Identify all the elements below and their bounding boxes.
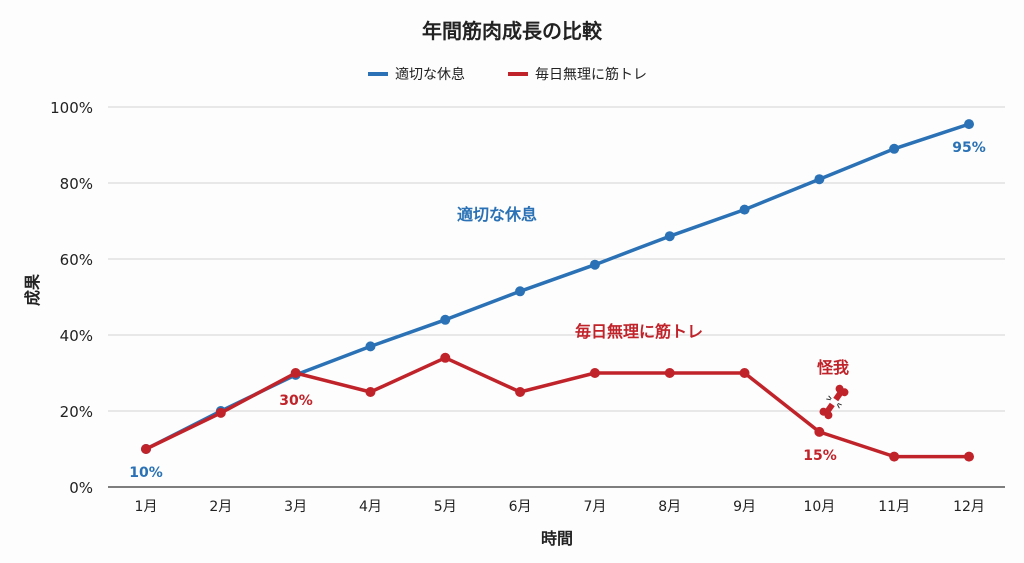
data-point <box>889 143 900 154</box>
series-line-0 <box>145 122 970 451</box>
data-point <box>365 387 376 397</box>
data-point <box>440 352 451 363</box>
data-point <box>889 451 900 462</box>
crack-mark <box>826 398 831 401</box>
broken-bone-icon <box>819 384 849 420</box>
data-point <box>964 451 974 462</box>
x-tick-label: 11月 <box>878 499 910 515</box>
x-tick-label: 4月 <box>359 499 382 515</box>
data-point <box>215 407 226 418</box>
data-point <box>290 368 301 378</box>
y-tick-label: 0% <box>69 479 93 497</box>
y-tick-label: 80% <box>60 175 93 193</box>
annotation-label: 30% <box>279 393 313 409</box>
data-point <box>739 368 750 378</box>
y-tick-label: 40% <box>60 327 93 345</box>
annotation-label: 毎日無理に筋トレ <box>575 322 703 341</box>
annotation-label: 15% <box>803 448 837 464</box>
data-point <box>814 174 825 185</box>
bone-shaft <box>833 389 844 402</box>
y-axis-label: 成果 <box>23 274 42 306</box>
bone-knob <box>824 411 833 420</box>
y-tick-label: 100% <box>50 99 93 117</box>
x-tick-label: 8月 <box>658 499 681 515</box>
data-point <box>515 387 526 397</box>
x-tick-label: 9月 <box>733 499 756 515</box>
y-tick-label: 20% <box>60 403 93 421</box>
chart-title: 年間筋肉成長の比較 <box>422 19 603 43</box>
x-tick-label: 5月 <box>434 499 457 515</box>
annotation-label: 10% <box>129 465 163 481</box>
data-point <box>739 204 750 215</box>
x-tick-label: 3月 <box>284 499 307 515</box>
crack-mark <box>836 404 840 409</box>
data-point <box>440 314 451 325</box>
data-point <box>814 426 825 437</box>
x-tick-label: 1月 <box>135 499 158 515</box>
data-point <box>664 368 675 378</box>
legend: 適切な休息 毎日無理に筋トレ <box>368 66 647 83</box>
x-tick-label: 12月 <box>953 499 985 515</box>
x-tick-label: 6月 <box>509 499 532 515</box>
data-point <box>365 341 376 352</box>
x-tick-label: 2月 <box>209 499 232 515</box>
legend-label-0: 適切な休息 <box>395 66 465 83</box>
annotation-label: 95% <box>952 140 986 156</box>
crack-mark <box>828 395 832 400</box>
data-point <box>141 444 151 454</box>
x-axis-label: 時間 <box>541 529 573 548</box>
data-point <box>964 119 974 130</box>
x-tick-label: 7月 <box>583 499 606 515</box>
data-point <box>515 286 526 297</box>
data-point <box>589 259 600 270</box>
y-tick-label: 60% <box>60 251 93 269</box>
series-line-1 <box>145 356 969 459</box>
data-point <box>589 368 600 378</box>
data-point <box>664 231 675 242</box>
annotation-label: 適切な休息 <box>457 205 537 224</box>
bone-shaft <box>824 402 835 415</box>
crack-mark <box>837 403 842 406</box>
legend-label-1: 毎日無理に筋トレ <box>535 66 647 83</box>
x-tick-label: 10月 <box>803 499 835 515</box>
annotation-label: 怪我 <box>817 358 849 377</box>
